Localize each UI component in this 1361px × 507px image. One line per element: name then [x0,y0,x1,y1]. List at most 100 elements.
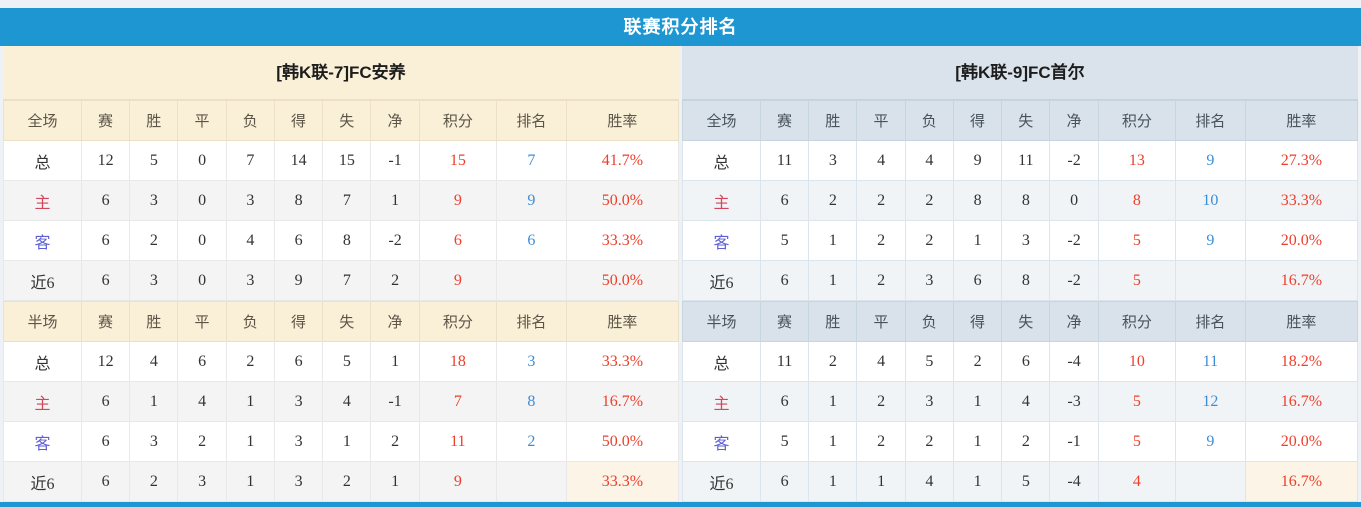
table-row: 近6 6 1 1 4 1 5 -4 4 16.7% [682,461,1359,502]
cell-stat: 5 [1001,461,1051,502]
table-row: 总 11 3 4 4 9 11 -2 13 9 27.3% [682,140,1359,181]
col-header: 赛 [80,100,131,141]
cell-stat: 1 [370,461,420,502]
table-row: 主 6 1 2 3 1 4 -3 5 12 16.7% [682,381,1359,422]
column-header-row: 全场赛胜平负得失净积分 排名 胜率 [682,100,1359,141]
panel-home-team: [韩K联-7]FC安养 全场赛胜平负得失净积分 排名 胜率总 12 5 0 7 14 15 -1 1… [3,46,680,502]
cell-stat: 1 [808,421,858,462]
cell-stat: 6 [80,220,131,261]
cell-points: 15 [418,140,497,181]
cell-stat: 5 [129,140,179,181]
table-row: 总 11 2 4 5 2 6 -4 10 11 18.2% [682,341,1359,382]
cell-stat: 6 [759,180,810,221]
cell-stat: 11 [759,341,810,382]
cell-stat: 1 [952,461,1003,502]
cell-rank [495,260,567,301]
cell-stat: 6 [80,260,131,301]
col-header: 负 [225,100,275,141]
cell-stat: 2 [856,260,906,301]
cell-row-label: 总 [3,341,82,382]
cell-win-rate: 33.3% [565,461,680,502]
table-row: 客 6 3 2 1 3 1 2 11 2 50.0% [3,421,680,462]
cell-rank: 10 [1174,180,1246,221]
cell-row-label: 近6 [682,461,761,502]
col-header: 积分 [418,301,497,342]
col-header: 负 [904,100,954,141]
col-header: 积分 [1097,301,1176,342]
cell-row-label: 主 [3,381,82,422]
cell-rank [1174,260,1246,301]
cell-stat: 5 [759,220,810,261]
cell-stat: 2 [952,341,1003,382]
cell-stat: 1 [808,461,858,502]
cell-stat: 2 [808,341,858,382]
cell-stat: 2 [177,421,227,462]
cell-row-label: 客 [3,220,82,261]
cell-stat: 2 [129,461,179,502]
col-header: 负 [225,301,275,342]
col-header-scope: 半场 [3,301,82,342]
cell-row-label: 主 [682,381,761,422]
cell-row-label: 客 [682,220,761,261]
away-team-name: [韩K联-9]FC首尔 [682,46,1358,100]
cell-points: 13 [1097,140,1176,181]
col-header: 失 [1001,100,1051,141]
col-header-scope: 半场 [682,301,761,342]
col-header: 赛 [80,301,131,342]
cell-stat: -1 [370,140,420,181]
col-header: 积分 [418,100,497,141]
cell-stat: 6 [80,461,131,502]
col-header: 失 [322,301,372,342]
cell-stat: 2 [225,341,275,382]
cell-stat: 2 [322,461,372,502]
cell-points: 8 [1097,180,1176,221]
table-row: 主 6 3 0 3 8 7 1 9 9 50.0% [3,180,680,221]
table-row: 总 12 5 0 7 14 15 -1 15 7 41.7% [3,140,680,181]
cell-row-label: 总 [3,140,82,181]
cell-stat: 6 [273,341,324,382]
cell-stat: 4 [225,220,275,261]
cell-stat: -2 [1049,220,1099,261]
cell-stat: 1 [322,421,372,462]
cell-stat: 2 [808,180,858,221]
away-team-full-match-table: 全场赛胜平负得失净积分 排名 胜率总 11 3 4 4 9 11 -2 13 9 27.3% 主 6 2 2 2 8… [682,100,1359,301]
col-header: 赛 [759,301,810,342]
cell-points: 5 [1097,220,1176,261]
table-row: 总 12 4 6 2 6 5 1 18 3 33.3% [3,341,680,382]
cell-stat: 3 [129,260,179,301]
cell-stat: 2 [856,180,906,221]
cell-stat: 1 [808,381,858,422]
cell-stat: 3 [273,381,324,422]
table-row: 客 5 1 2 2 1 3 -2 5 9 20.0% [682,220,1359,261]
cell-stat: 4 [904,140,954,181]
cell-stat: 1 [856,461,906,502]
col-header: 胜率 [1244,301,1359,342]
cell-points: 9 [418,461,497,502]
cell-stat: 14 [273,140,324,181]
cell-stat: 6 [759,461,810,502]
cell-points: 7 [418,381,497,422]
cell-stat: 1 [370,180,420,221]
home-team-full-match-table: 全场赛胜平负得失净积分 排名 胜率总 12 5 0 7 14 15 -1 15 7 41.7% 主 6 3 0 3… [3,100,680,301]
cell-stat: 3 [808,140,858,181]
cell-stat: 2 [370,421,420,462]
cell-stat: 3 [177,461,227,502]
cell-stat: 0 [177,220,227,261]
cell-points: 18 [418,341,497,382]
cell-stat: 3 [904,381,954,422]
cell-points: 5 [1097,381,1176,422]
col-header: 平 [856,301,906,342]
cell-stat: 0 [177,260,227,301]
col-header: 失 [1001,301,1051,342]
col-header: 排名 [1174,100,1246,141]
cell-win-rate: 16.7% [1244,260,1359,301]
cell-stat: 3 [904,260,954,301]
col-header: 胜 [808,100,858,141]
cell-stat: 1 [808,260,858,301]
cell-win-rate: 20.0% [1244,220,1359,261]
cell-stat: 7 [322,260,372,301]
cell-win-rate: 16.7% [1244,381,1359,422]
table-row: 客 5 1 2 2 1 2 -1 5 9 20.0% [682,421,1359,462]
cell-stat: 6 [273,220,324,261]
cell-stat: 7 [225,140,275,181]
